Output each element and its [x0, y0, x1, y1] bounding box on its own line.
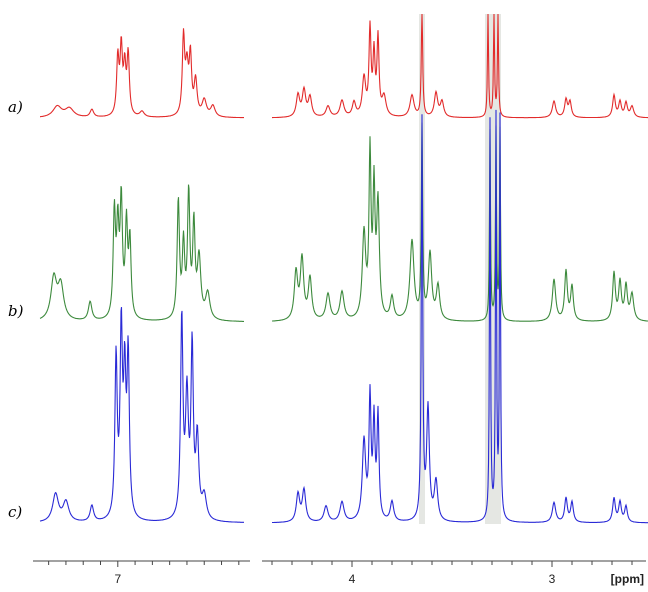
solvent-band	[419, 14, 425, 524]
spectrum-trace-1-aromatic	[40, 28, 244, 119]
trace-label: b)	[8, 302, 24, 320]
spectrum-traces	[39, 13, 648, 524]
spectrum-trace-2-aliphatic	[272, 122, 648, 322]
tick-label: 4	[349, 572, 356, 586]
spectrum-trace-3-aliphatic	[272, 109, 648, 524]
tick-label: 3	[549, 572, 556, 586]
spectrum-trace-2-aromatic	[39, 184, 244, 322]
trace-label: a)	[8, 98, 23, 116]
trace-labels: a) b) c)	[8, 98, 24, 521]
trace-label: c)	[8, 503, 22, 521]
tick-label: 7	[114, 572, 121, 586]
x-axis: 7 4 3 [ppm]	[33, 560, 646, 586]
axis-unit-label: [ppm]	[611, 572, 644, 586]
spectrum-trace-1-aliphatic	[272, 13, 648, 119]
spectrum-trace-3-aromatic	[39, 307, 244, 523]
